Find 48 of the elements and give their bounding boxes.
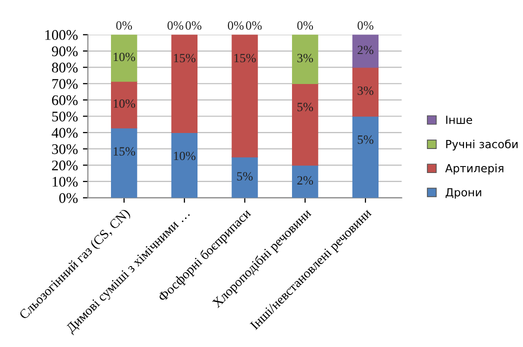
annotation: 3% (297, 54, 314, 62)
annotation: 3% (358, 86, 374, 95)
annotation: 0% (228, 21, 244, 30)
annotation: 5% (358, 135, 374, 144)
bar (171, 132, 198, 198)
legend-label: Інше (446, 116, 472, 124)
bar (110, 34, 138, 82)
bar (232, 156, 258, 198)
annotation: 15% (174, 54, 196, 62)
legend-label: Дрони (446, 188, 482, 199)
annotation: 0% (168, 21, 184, 30)
annotation: 10% (114, 52, 136, 62)
bar (110, 80, 138, 128)
legend-label: Артилерія (445, 164, 504, 175)
annotation: 0% (297, 21, 314, 30)
y-tick-label: 80% (52, 62, 78, 73)
annotation: 5% (298, 102, 314, 112)
annotation: 2% (297, 176, 314, 185)
y-tick-label: 90% (52, 46, 78, 56)
bar (292, 34, 318, 84)
y-tick-label: 70% (52, 78, 78, 89)
bar (292, 83, 318, 166)
bar (171, 34, 198, 133)
y-tick-label: 20% (52, 160, 78, 170)
y-tick-label: 100% (45, 30, 78, 40)
annotation: 0% (186, 21, 202, 30)
y-tick-label: 10% (52, 176, 78, 187)
annotation: 0% (116, 21, 132, 30)
annotation: 10% (114, 99, 136, 108)
bar (292, 164, 318, 198)
y-tick-label: 0% (59, 193, 78, 204)
annotation: 0% (246, 21, 262, 30)
legend-label: Ручні засоби (446, 140, 518, 150)
bar (110, 128, 138, 198)
annotation: 15% (234, 54, 256, 62)
annotation: 15% (114, 147, 136, 156)
bar (232, 34, 258, 158)
bar (352, 34, 379, 68)
y-tick-label: 60% (52, 95, 78, 106)
y-tick-label: 30% (52, 144, 78, 154)
bar (352, 116, 379, 198)
annotation: 10% (174, 152, 196, 160)
annotation: 5% (237, 172, 253, 181)
annotation: 0% (358, 21, 374, 30)
bar (352, 66, 379, 117)
y-tick-label: 50% (52, 112, 78, 122)
annotation: 2% (358, 46, 374, 54)
y-tick-label: 40% (52, 128, 78, 138)
